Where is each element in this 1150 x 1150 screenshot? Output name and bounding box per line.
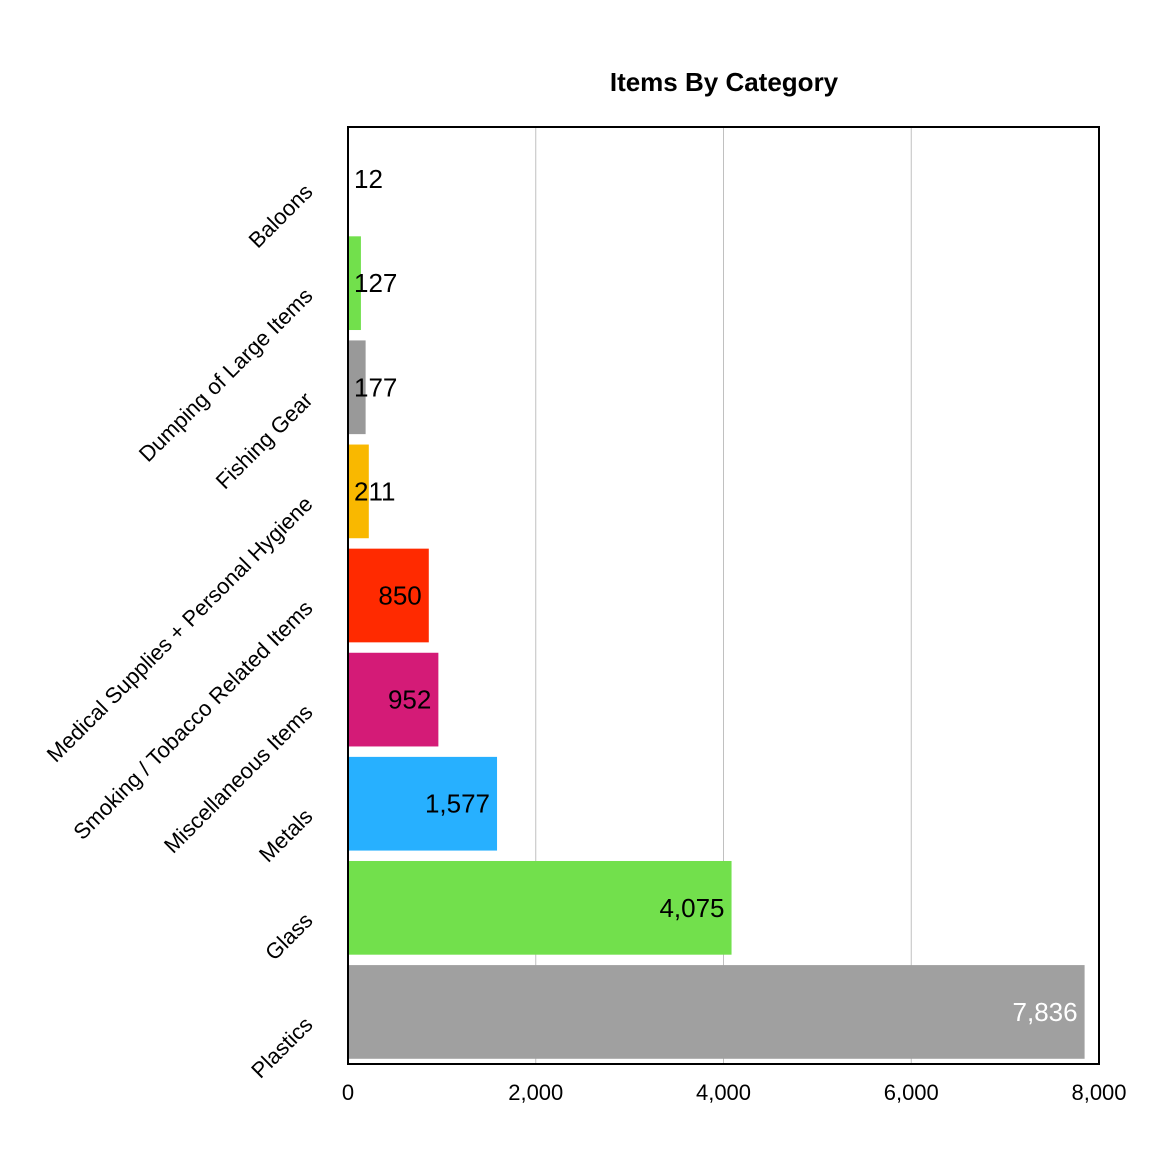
x-tick-label: 0: [342, 1080, 354, 1105]
data-label: 177: [354, 372, 397, 402]
data-label: 12: [354, 164, 383, 194]
bar: [349, 965, 1085, 1059]
x-axis-ticks: 0 2,000 4,000 6,000 8,000: [342, 1080, 1127, 1105]
x-tick-label: 4,000: [696, 1080, 751, 1105]
x-tick-label: 2,000: [508, 1080, 563, 1105]
bars: [349, 132, 1085, 1059]
chart-title: Items By Category: [610, 67, 839, 97]
category-label: Fishing Gear: [211, 387, 318, 494]
bar: [349, 860, 732, 955]
data-label: 211: [354, 476, 395, 506]
data-label: 850: [378, 581, 421, 611]
bar: [349, 652, 439, 747]
bar: [349, 756, 498, 851]
category-label: Dumping of Large Items: [134, 283, 318, 467]
x-tick-label: 8,000: [1071, 1080, 1126, 1105]
bar: [349, 132, 351, 226]
data-label: 127: [354, 268, 397, 298]
category-label: Metals: [254, 804, 317, 867]
category-label: Baloons: [244, 179, 318, 253]
bar: [349, 236, 361, 331]
bar: [349, 340, 366, 435]
plot-frame: [347, 126, 1100, 1065]
data-label: 1,577: [425, 789, 490, 819]
bar: [349, 444, 369, 539]
data-label: 4,075: [659, 893, 724, 923]
bar: [349, 548, 429, 643]
x-tick-label: 6,000: [884, 1080, 939, 1105]
data-label: 7,836: [1013, 997, 1078, 1027]
category-label: Glass: [260, 908, 317, 965]
data-labels: 12 127 177 211 850 952 1,577 4,075 7,836: [354, 164, 1078, 1027]
category-label: Plastics: [246, 1012, 317, 1083]
data-label: 952: [388, 685, 431, 715]
